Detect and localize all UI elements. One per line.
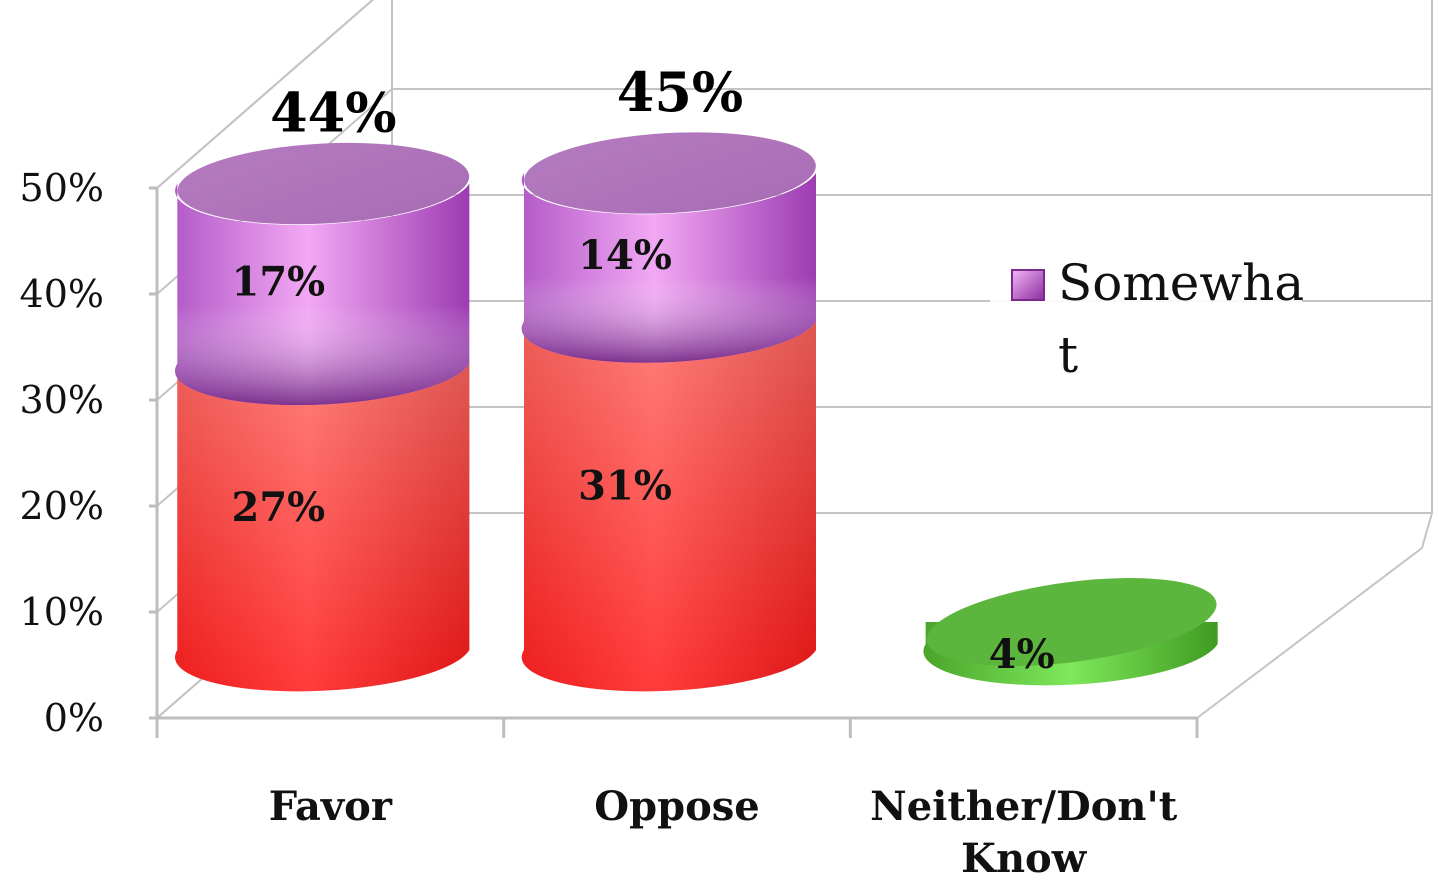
legend-box (990, 238, 1302, 396)
y-tick-label: 0% (44, 696, 104, 740)
data-label-somewhat: 17% (231, 259, 325, 306)
data-label-base: 31% (578, 463, 672, 510)
x-category-label: Neither/Don't Know (870, 783, 1178, 882)
bar-top-cap (926, 578, 1217, 666)
gridline-side (156, 0, 375, 189)
legend-label-line-1: Somewha (1058, 254, 1304, 312)
data-label-total: 44% (270, 81, 396, 145)
legend-swatch-somewhat (1011, 269, 1045, 301)
bar-segment-somewhat-shade (175, 183, 470, 406)
data-label-base: 4% (989, 631, 1055, 678)
x-category-label: Oppose (594, 783, 759, 830)
y-tick-label: 30% (20, 378, 104, 422)
y-tick-label: 40% (20, 272, 104, 316)
x-category-label: Favor (269, 783, 393, 830)
bar-top-cap (524, 132, 816, 214)
y-tick-label: 20% (20, 484, 104, 528)
y-tick-label: 50% (20, 166, 104, 210)
bar-segment-base-shade (521, 321, 816, 692)
bar-top-cap (177, 142, 470, 225)
bar-segment-somewhat-shade (521, 173, 816, 363)
bar-segment-base-shade (175, 363, 470, 692)
legend-label-line-2: t (1058, 326, 1078, 384)
data-label-somewhat: 14% (578, 232, 672, 279)
data-label-total: 45% (617, 60, 743, 124)
data-label-base: 27% (231, 484, 325, 531)
legend: Somewha t (990, 238, 1304, 396)
y-tick-label: 10% (20, 590, 104, 634)
